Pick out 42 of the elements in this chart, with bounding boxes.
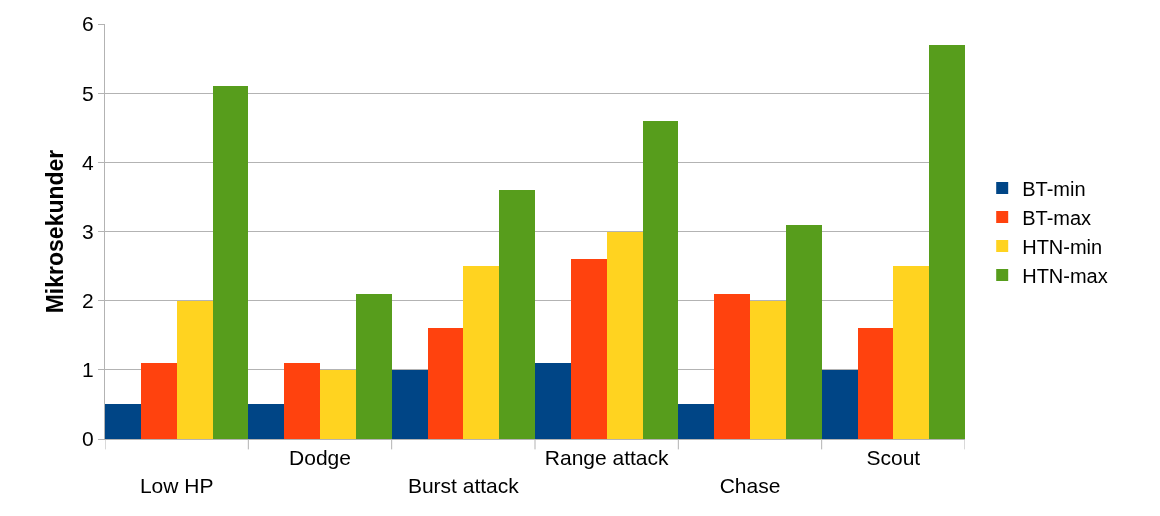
x-tick-label: Dodge [289,446,351,470]
x-tick-label: Burst attack [407,473,520,497]
x-tick-label: Low HP [139,473,214,497]
bar [105,404,141,439]
bar [929,45,965,439]
bar [284,363,320,439]
bar [320,370,356,439]
bar [535,363,571,439]
bar [571,259,607,439]
y-tick-label: 6 [82,12,94,36]
y-tick-label: 2 [82,289,94,313]
x-tick-label: Range attack [544,446,670,470]
y-tick-label: 0 [82,427,94,451]
y-tick-label: 5 [82,81,94,105]
bar [643,121,678,439]
bar [213,86,248,439]
legend-label: BT-min [1022,177,1086,200]
bar [786,225,822,439]
legend-label: HTN-min [1022,235,1103,258]
bar [499,190,535,439]
y-tick-label: 3 [82,219,94,243]
bar [893,266,929,439]
bar [822,370,858,439]
bar [463,266,499,439]
legend-label: BT-max [1022,206,1092,229]
y-tick-label: 4 [82,150,95,174]
bar [248,404,284,439]
x-tick-label: Chase [719,473,781,497]
bar [678,404,714,439]
y-axis-title: Mikrosekunder [41,149,68,314]
bar [714,294,750,439]
bar [392,370,428,439]
bar [356,294,392,439]
bar [607,232,643,439]
bar [177,301,213,439]
bar [141,363,177,439]
bar [428,328,463,439]
bar [750,301,786,439]
legend-label: HTN-max [1022,264,1108,287]
y-tick-label: 1 [82,358,94,382]
bar [858,328,893,439]
x-tick-label: Scout [866,446,921,470]
